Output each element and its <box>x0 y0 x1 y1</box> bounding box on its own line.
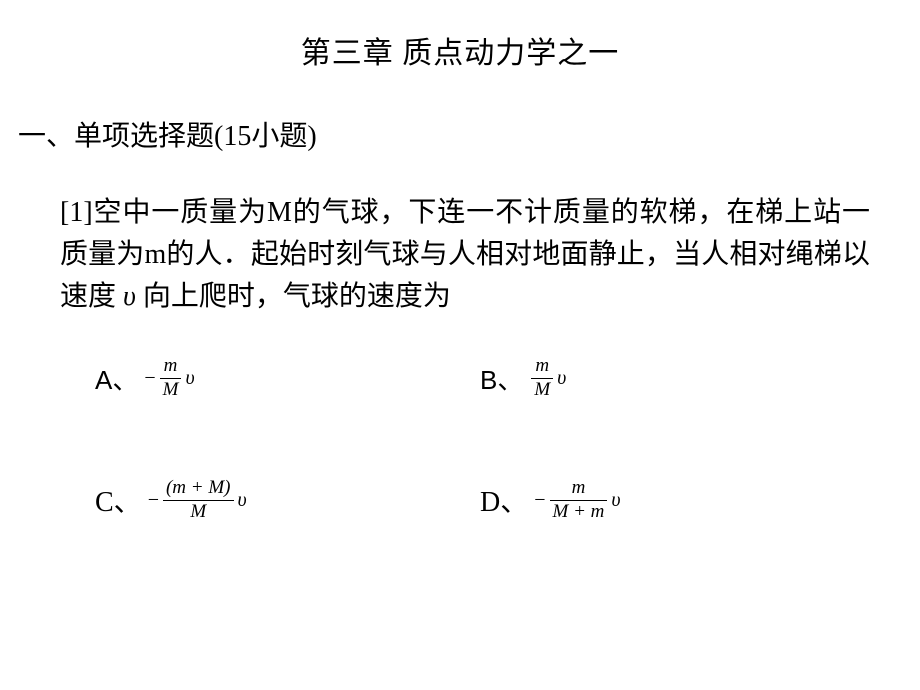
question-suffix: 向上爬时，气球的速度为 <box>143 281 451 312</box>
option-d-label: D、 <box>480 480 528 520</box>
option-a-label: A、 <box>95 360 138 397</box>
velocity-symbol: υ <box>185 367 194 390</box>
option-c: C、 − (m + M) M υ <box>95 478 247 523</box>
denominator: M <box>531 380 553 401</box>
numerator: m <box>569 478 589 499</box>
velocity-symbol: υ <box>557 367 566 390</box>
option-a: A、 − m M υ <box>95 356 195 401</box>
option-a-formula: − m M υ <box>144 356 194 401</box>
variable-v: υ <box>123 281 136 312</box>
options-container: A、 − m M υ B、 m M υ C、 − (m + M) <box>0 348 920 608</box>
option-b: B、 m M υ <box>480 356 566 401</box>
option-b-label: B、 <box>480 360 523 397</box>
denominator: M <box>160 380 182 401</box>
velocity-symbol: υ <box>238 489 247 512</box>
section-heading: 一、单项选择题(15小题) <box>0 72 920 154</box>
option-c-formula: − (m + M) M υ <box>148 478 247 523</box>
option-d-formula: − m M + m υ <box>534 478 620 523</box>
numerator: m <box>532 356 552 377</box>
minus-sign: − <box>534 489 545 512</box>
fraction: m M <box>531 356 553 401</box>
chapter-title: 第三章 质点动力学之一 <box>0 0 920 72</box>
numerator: m <box>161 356 181 377</box>
minus-sign: − <box>144 367 155 390</box>
fraction: m M <box>160 356 182 401</box>
option-c-label: C、 <box>95 480 142 520</box>
option-d: D、 − m M + m υ <box>480 478 621 523</box>
denominator: M <box>187 502 209 523</box>
fraction: (m + M) M <box>163 478 234 523</box>
velocity-symbol: υ <box>611 489 620 512</box>
minus-sign: − <box>148 489 159 512</box>
numerator: (m + M) <box>163 478 234 499</box>
fraction: m M + m <box>550 478 608 523</box>
question-text: [1]空中一质量为M的气球，下连一不计质量的软梯，在梯上站一质量为m的人．起始时… <box>0 154 920 318</box>
denominator: M + m <box>550 502 608 523</box>
option-b-formula: m M υ <box>529 356 566 401</box>
